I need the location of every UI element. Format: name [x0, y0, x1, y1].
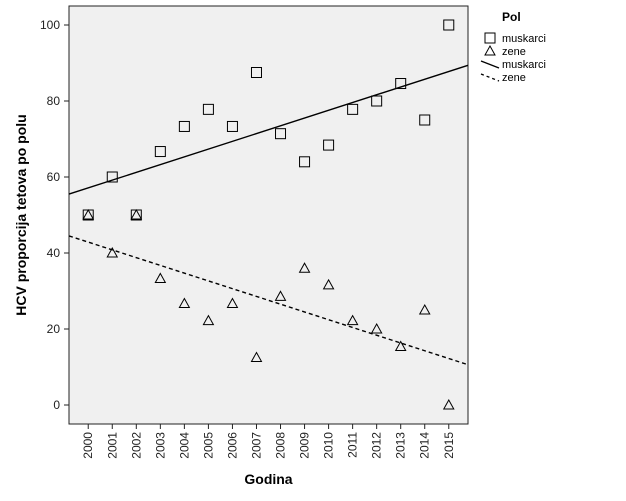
y-axis: 0 20 40 60 80 100 — [40, 18, 69, 412]
point-zene — [346, 314, 359, 326]
legend-label-muskarci-points: muskarci — [502, 33, 546, 45]
point-zene — [370, 322, 383, 334]
point-muskarci — [347, 103, 359, 115]
x-tick-label: 2008 — [274, 432, 288, 459]
point-muskarci — [395, 78, 407, 90]
point-muskarci — [323, 139, 335, 151]
point-zene — [226, 297, 239, 309]
x-tick-label: 2009 — [298, 432, 312, 459]
y-axis-title: HCV proporcija tetova po polu — [13, 114, 29, 315]
x-tick-label: 2014 — [418, 432, 432, 459]
point-muskarci — [202, 103, 214, 115]
x-axis: 2000 2001 2002 2003 2004 2005 2006 2007 2008 2009… — [81, 424, 456, 459]
point-muskarci — [250, 67, 262, 78]
point-zene — [154, 272, 167, 283]
x-tick-label: 2007 — [249, 432, 263, 459]
legend-title: Pol — [502, 10, 521, 24]
point-zene — [394, 340, 407, 351]
point-zene — [130, 208, 143, 220]
point-muskarci — [226, 120, 238, 132]
fit-lines — [68, 64, 469, 366]
point-muskarci — [443, 19, 455, 31]
point-muskarci — [371, 95, 383, 107]
x-axis-title: Godina — [244, 471, 292, 487]
point-muskarci — [154, 146, 166, 158]
x-tick-label: 2011 — [346, 432, 360, 458]
point-zene — [82, 208, 95, 220]
x-tick-label: 2010 — [322, 432, 336, 459]
x-tick-label: 2004 — [177, 432, 191, 459]
x-tick-label: 2000 — [81, 432, 95, 459]
point-zene — [298, 262, 311, 273]
data-points — [82, 19, 455, 410]
point-zene — [178, 297, 191, 309]
legend-solid-line — [480, 60, 500, 69]
plot-area — [68, 5, 469, 425]
legend-label-zene-line: zene — [502, 72, 526, 84]
fit-line-muskarci — [68, 64, 469, 195]
x-tick-label: 2015 — [442, 432, 456, 459]
x-tick-label: 2012 — [370, 432, 384, 459]
legend-dashed-line — [480, 73, 500, 82]
legend-label-zene-points: zene — [502, 46, 526, 58]
point-zene — [442, 398, 455, 410]
legend: Pol muskarci zene muskarci zene — [480, 10, 546, 84]
point-zene — [418, 303, 431, 315]
point-muskarci — [299, 156, 311, 168]
x-tick-label: 2005 — [201, 432, 215, 459]
x-tick-label: 2013 — [394, 432, 408, 459]
point-zene — [250, 351, 263, 362]
x-tick-label: 2001 — [105, 432, 119, 459]
x-tick-label: 2006 — [225, 432, 239, 459]
y-tick-label: 80 — [47, 94, 61, 108]
y-tick-label: 40 — [47, 246, 61, 260]
point-zene — [322, 278, 335, 290]
point-zene — [274, 290, 287, 301]
y-tick-label: 100 — [40, 18, 60, 32]
point-muskarci — [275, 128, 287, 140]
point-muskarci — [106, 171, 118, 183]
point-muskarci — [419, 114, 431, 126]
legend-square-marker — [484, 32, 496, 44]
point-muskarci — [178, 120, 190, 132]
y-tick-label: 60 — [47, 170, 61, 184]
y-tick-label: 20 — [47, 322, 61, 336]
x-tick-label: 2002 — [129, 432, 143, 459]
legend-label-muskarci-line: muskarci — [502, 59, 546, 71]
point-zene — [106, 246, 119, 258]
y-tick-label: 0 — [53, 398, 60, 412]
x-tick-label: 2003 — [153, 432, 167, 459]
legend-triangle-marker — [484, 44, 496, 56]
point-zene — [202, 314, 215, 326]
